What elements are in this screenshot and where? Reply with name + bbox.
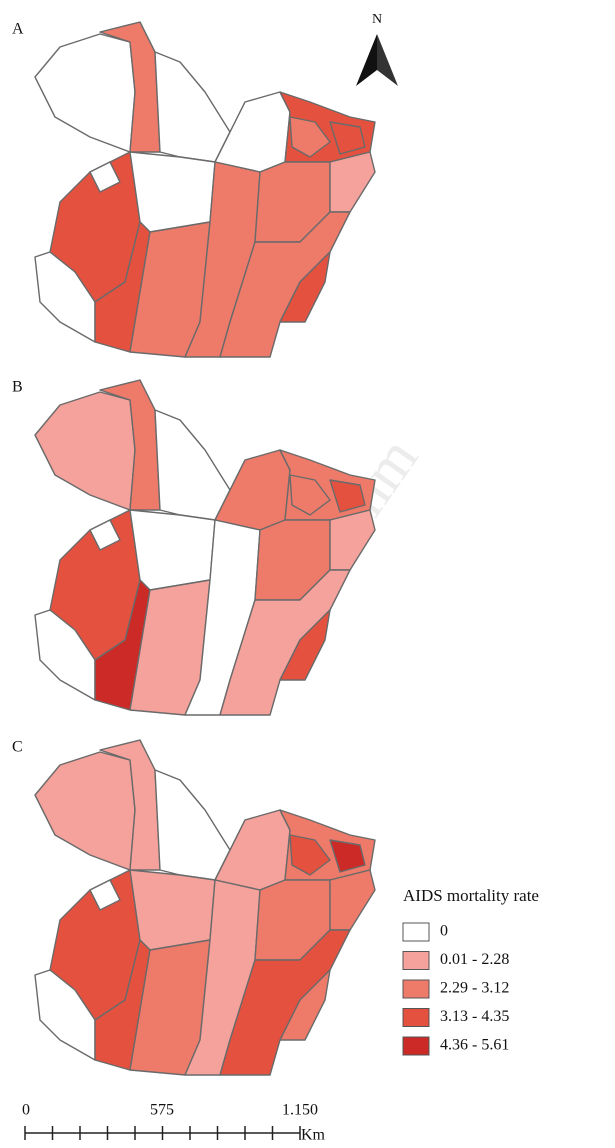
municipality [330,152,375,212]
legend-label: 0 [440,923,448,940]
map-panel [35,380,375,715]
scale-unit: Km [301,1127,326,1144]
panel-label: A [12,21,24,38]
legend-swatch [403,1009,429,1027]
legend-label: 0.01 - 2.28 [440,951,509,968]
municipality [330,870,375,930]
map-panel [35,22,375,357]
panel-label: C [12,739,23,756]
municipality [155,770,230,880]
legend-swatch [403,952,429,970]
municipality [330,510,375,570]
scale-bar: 0 575 1.150 Km [22,1102,326,1144]
legend-swatch [403,923,429,941]
legend-label: 2.29 - 3.12 [440,980,509,997]
arrow-right [377,34,398,86]
legend-label: 4.36 - 5.61 [440,1037,509,1054]
scale-label: 1.150 [282,1102,318,1119]
municipality [130,152,215,232]
scale-label: 0 [22,1102,30,1119]
legend-swatch [403,980,429,998]
maps: A B C [12,21,375,1075]
legend-label: 3.13 - 4.35 [440,1008,509,1025]
municipality [130,870,215,950]
municipality [155,410,230,520]
north-label: N [372,12,382,27]
municipality [35,34,135,152]
arrow-left [356,34,377,86]
legend-swatch [403,1037,429,1055]
legend-items: 0 0.01 - 2.28 2.29 - 3.12 3.13 - 4.35 4.36 -… [403,923,509,1055]
municipality [35,392,135,510]
panel-label: B [12,379,23,396]
scale-label: 575 [150,1102,174,1119]
municipality [155,52,230,162]
municipality [35,752,135,870]
legend-title: AIDS mortality rate [403,886,539,905]
municipality [130,510,215,590]
legend: AIDS mortality rate 0 0.01 - 2.28 2.29 - 3… [403,886,539,1055]
north-arrow: N [356,12,398,86]
map-panel [35,740,375,1075]
figure: Non-comm N ABC AIDS mortality rate 00.01… [0,0,615,1148]
